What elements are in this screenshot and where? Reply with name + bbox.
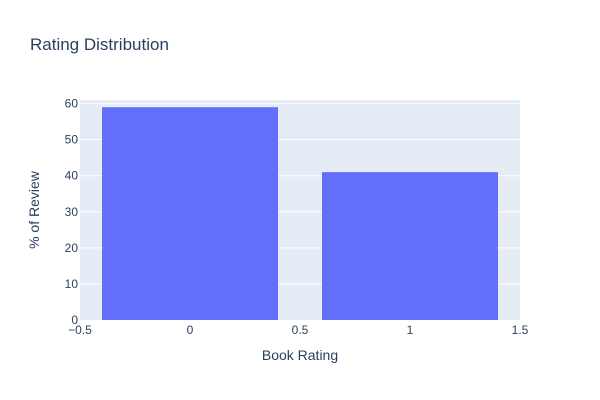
x-tick-label: 1 [407,323,414,337]
x-tick-labels: −0.5 0 0.5 1 1.5 [68,323,529,337]
x-tick-label: −0.5 [68,323,92,337]
bar[interactable] [102,107,278,321]
y-tick-labels: 0 10 20 30 40 50 60 [65,97,79,327]
x-axis-title: Book Rating [262,347,338,363]
y-tick-label: 30 [65,205,79,219]
x-tick-label: 0.5 [292,323,309,337]
y-tick-label: 50 [65,133,79,147]
y-tick-label: 0 [71,313,78,327]
y-tick-label: 10 [65,277,79,291]
bar[interactable] [322,172,498,320]
x-tick-label: 1.5 [512,323,529,337]
y-axis-title: % of Review [26,170,42,249]
x-tick-label: 0 [187,323,194,337]
bars [102,107,498,321]
y-tick-label: 20 [65,241,79,255]
y-tick-label: 40 [65,169,79,183]
y-tick-label: 60 [65,97,79,111]
chart-title: Rating Distribution [30,35,169,54]
